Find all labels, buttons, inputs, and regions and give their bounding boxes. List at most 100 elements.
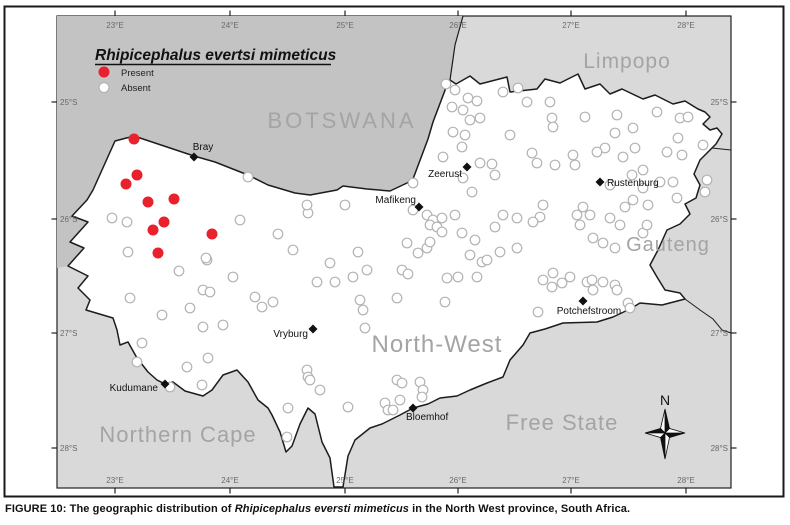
town-label: Bray (193, 142, 214, 153)
tick-label-bottom: 28°E (677, 476, 694, 485)
absent-marker (497, 209, 509, 221)
absent-marker (699, 186, 711, 198)
absent-marker (697, 139, 709, 151)
absent-marker (521, 96, 533, 108)
absent-marker (359, 322, 371, 334)
absent-marker (436, 212, 448, 224)
town-label: Bloemhof (406, 412, 448, 423)
absent-marker (547, 121, 559, 133)
region-label: Gauteng (626, 234, 710, 256)
absent-marker (661, 146, 673, 158)
absent-marker (637, 164, 649, 176)
absent-marker (407, 177, 419, 189)
absent-marker (197, 321, 209, 333)
absent-marker (546, 281, 558, 293)
map-content: BOTSWANA Limpopo Gauteng Free State Northern… (51, 10, 737, 494)
absent-marker (301, 199, 313, 211)
town-label: Rustenburg (607, 178, 659, 189)
absent-marker (556, 277, 568, 289)
absent-marker (204, 286, 216, 298)
absent-marker (447, 126, 459, 138)
absent-marker (611, 284, 623, 296)
absent-marker (489, 169, 501, 181)
absent-marker (457, 104, 469, 116)
absent-marker (587, 232, 599, 244)
town-label: Vryburg (273, 329, 308, 340)
absent-marker (446, 101, 458, 113)
absent-marker (512, 82, 524, 94)
present-legend-icon (98, 66, 110, 78)
region-label: Limpopo (583, 50, 671, 73)
tick-label-top: 28°E (677, 21, 694, 30)
absent-marker (106, 212, 118, 224)
absent-marker (401, 237, 413, 249)
tick-label-left: 25°S (60, 98, 77, 107)
absent-marker (671, 192, 683, 204)
absent-marker (136, 337, 148, 349)
absent-marker (314, 384, 326, 396)
absent-marker (642, 199, 654, 211)
absent-marker (304, 374, 316, 386)
province-border (711, 147, 732, 151)
town-label: Zeerust (428, 169, 462, 180)
absent-marker (567, 149, 579, 161)
absent-marker (629, 142, 641, 154)
absent-marker (121, 216, 133, 228)
tick-label-right: 25°S (711, 98, 728, 107)
absent-marker (424, 236, 436, 248)
absent-marker (281, 431, 293, 443)
absent-marker (342, 401, 354, 413)
absent-marker (217, 319, 229, 331)
absent-marker (449, 209, 461, 221)
absent-marker (537, 199, 549, 211)
town-label: Kudumane (110, 383, 159, 394)
present-marker (131, 169, 143, 181)
tick-label-top: 23°E (106, 21, 123, 30)
absent-marker (489, 221, 501, 233)
absent-marker (412, 247, 424, 259)
absent-marker (469, 234, 481, 246)
town-marker (414, 202, 424, 212)
absent-marker (611, 109, 623, 121)
compass-north-label: N (660, 392, 670, 408)
absent-marker (311, 276, 323, 288)
absent-marker (537, 274, 549, 286)
absent-marker (651, 106, 663, 118)
caption-text-after: in the North West province, South Africa… (412, 503, 631, 515)
absent-marker (609, 127, 621, 139)
absent-marker (352, 246, 364, 258)
present-marker (206, 228, 218, 240)
absent-marker (471, 95, 483, 107)
absent-marker (156, 309, 168, 321)
caption-species-name: Rhipicephalus eversti mimeticus (234, 503, 409, 515)
absent-marker (462, 92, 474, 104)
absent-marker (577, 201, 589, 213)
absent-marker (682, 111, 694, 123)
absent-marker (597, 237, 609, 249)
absent-marker (701, 174, 713, 186)
absent-marker (394, 394, 406, 406)
absent-marker (526, 147, 538, 159)
absent-marker (627, 122, 639, 134)
present-marker (147, 224, 159, 236)
region-label: BOTSWANA (267, 108, 416, 133)
absent-marker (654, 176, 666, 188)
absent-marker (272, 228, 284, 240)
absent-marker (339, 199, 351, 211)
international-border (449, 15, 464, 81)
present-marker (152, 247, 164, 259)
absent-marker (609, 242, 621, 254)
absent-marker (124, 292, 136, 304)
absent-marker (587, 284, 599, 296)
tick-label-right: 28°S (711, 444, 728, 453)
absent-marker (604, 212, 616, 224)
absent-marker (626, 169, 638, 181)
absent-marker (624, 302, 636, 314)
absent-marker (584, 209, 596, 221)
absent-marker (361, 264, 373, 276)
town-marker (595, 177, 605, 187)
absent-marker (504, 129, 516, 141)
region-label: Free State (506, 410, 619, 435)
absent-marker (196, 379, 208, 391)
absent-marker (329, 276, 341, 288)
